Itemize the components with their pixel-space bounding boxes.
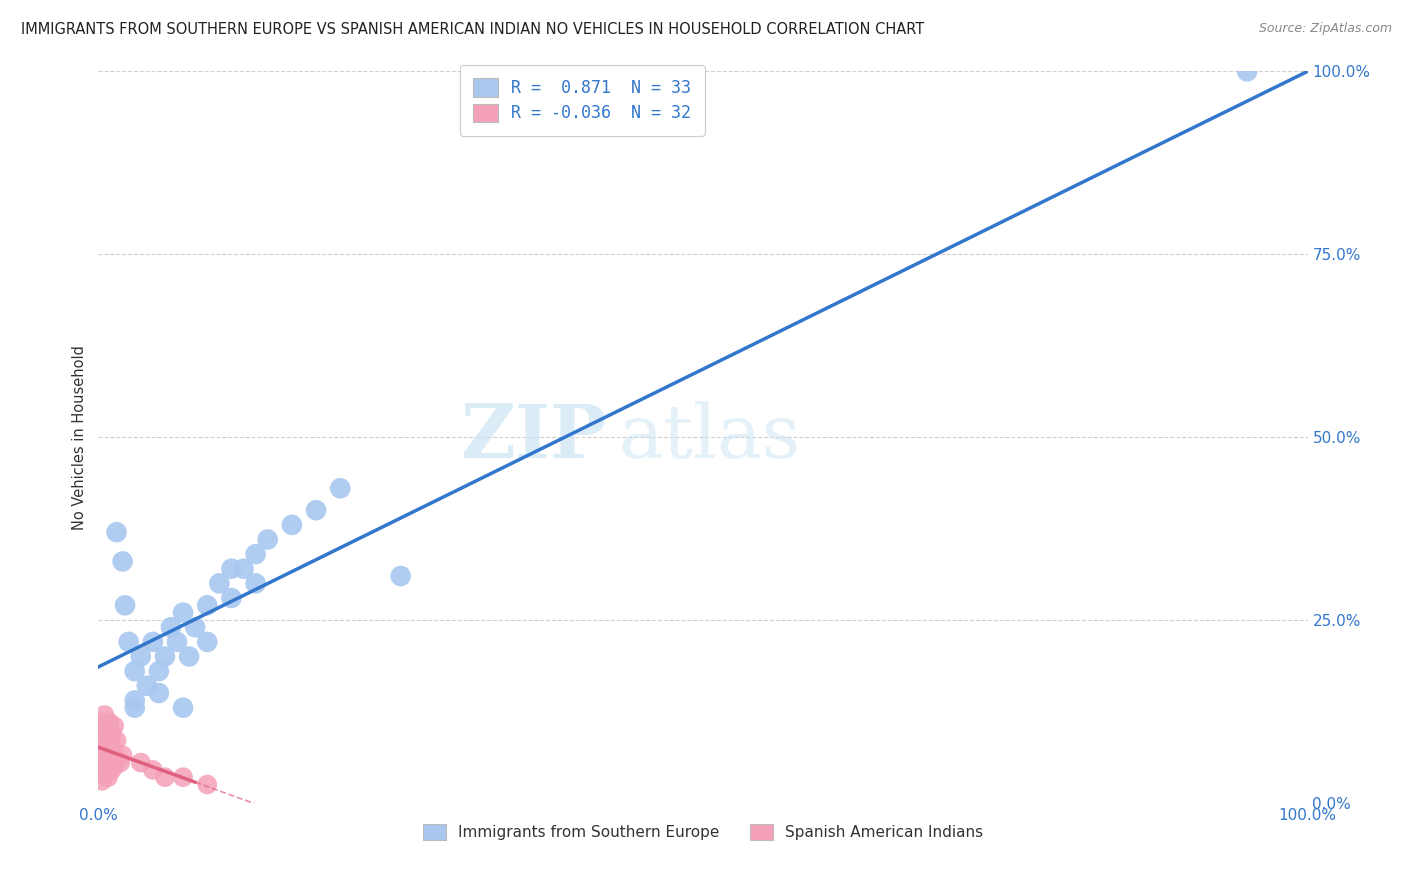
Point (153, 770, 176, 784)
Point (179, 649, 201, 664)
Point (94, 766, 117, 780)
Point (232, 562, 254, 576)
Point (91, 773, 114, 788)
Point (100, 763, 122, 777)
Point (91, 766, 114, 780)
Point (256, 533, 278, 547)
Point (124, 700, 146, 714)
Text: ZIP: ZIP (460, 401, 606, 474)
Point (90, 759, 112, 773)
Point (160, 620, 183, 634)
Point (101, 740, 124, 755)
Point (97, 770, 120, 784)
Point (195, 778, 218, 792)
Text: Source: ZipAtlas.com: Source: ZipAtlas.com (1258, 22, 1392, 36)
Point (111, 748, 134, 763)
Point (98, 715, 121, 730)
Point (93, 708, 115, 723)
Point (245, 547, 267, 561)
Point (124, 693, 146, 707)
Point (148, 664, 170, 678)
Point (1236, 64, 1258, 78)
Point (114, 599, 136, 613)
Point (91, 715, 114, 730)
Point (111, 554, 134, 568)
Point (142, 635, 165, 649)
Y-axis label: No Vehicles in Household: No Vehicles in Household (72, 344, 87, 530)
Point (389, 569, 412, 583)
Point (208, 576, 231, 591)
Point (91, 737, 114, 751)
Point (129, 756, 152, 770)
Point (118, 635, 141, 649)
Point (105, 525, 128, 540)
Point (124, 664, 146, 678)
Point (100, 726, 122, 740)
Point (184, 620, 207, 634)
Legend: Immigrants from Southern Europe, Spanish American Indians: Immigrants from Southern Europe, Spanish… (416, 818, 990, 847)
Point (172, 606, 194, 620)
Point (221, 591, 243, 605)
Point (96, 756, 118, 770)
Text: atlas: atlas (619, 401, 800, 474)
Point (100, 730, 122, 744)
Point (153, 649, 176, 664)
Point (195, 635, 218, 649)
Point (245, 576, 267, 591)
Text: IMMIGRANTS FROM SOUTHERN EUROPE VS SPANISH AMERICAN INDIAN NO VEHICLES IN HOUSEH: IMMIGRANTS FROM SOUTHERN EUROPE VS SPANI… (21, 22, 924, 37)
Point (281, 517, 304, 532)
Point (148, 686, 170, 700)
Point (172, 700, 194, 714)
Point (166, 635, 188, 649)
Point (94, 745, 117, 759)
Point (129, 649, 152, 664)
Point (221, 562, 243, 576)
Point (100, 759, 122, 773)
Point (93, 756, 115, 770)
Point (195, 599, 218, 613)
Point (93, 723, 115, 737)
Point (135, 679, 157, 693)
Point (172, 770, 194, 784)
Point (108, 756, 131, 770)
Point (142, 763, 165, 777)
Point (96, 723, 118, 737)
Point (329, 481, 352, 495)
Point (91, 730, 114, 744)
Point (305, 503, 328, 517)
Point (105, 733, 128, 747)
Point (103, 719, 125, 733)
Point (105, 752, 128, 766)
Point (98, 752, 121, 766)
Point (103, 759, 125, 773)
